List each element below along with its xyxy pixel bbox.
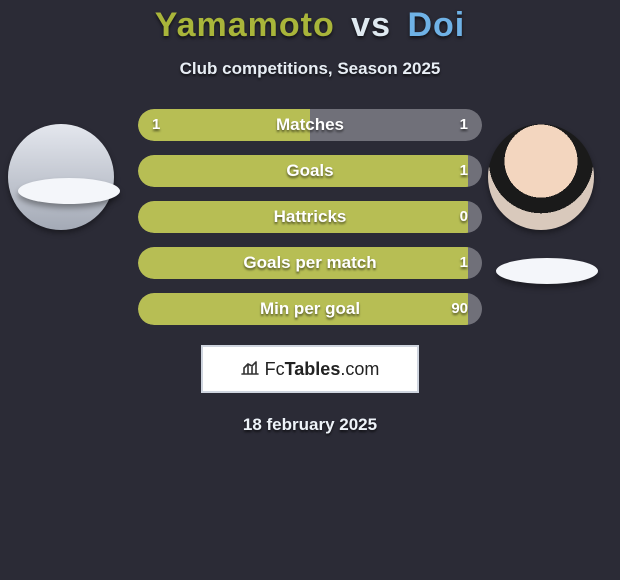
bar-label: Min per goal (138, 293, 482, 325)
logo-text: FcTables.com (265, 359, 380, 380)
avatar-player2 (488, 124, 594, 230)
bar-value-right: 90 (451, 293, 468, 325)
logo-main: Tables (285, 359, 341, 379)
avatar-shadow-player2 (496, 258, 598, 284)
bar-label: Matches (138, 109, 482, 141)
avatar-player1 (8, 124, 114, 230)
bar-label: Hattricks (138, 201, 482, 233)
bar-row: Min per goal90 (138, 293, 482, 325)
logo-prefix: Fc (265, 359, 285, 379)
bar-value-left: 1 (152, 109, 160, 141)
chart-icon (241, 359, 259, 379)
bar-row: Matches1 1 (138, 109, 482, 141)
subtitle: Club competitions, Season 2025 (0, 59, 620, 79)
logo[interactable]: FcTables.com (201, 345, 419, 393)
avatar-shadow-player1 (18, 178, 120, 204)
title-player2: Doi (407, 6, 465, 44)
bar-label: Goals (138, 155, 482, 187)
bar-value-right: 0 (460, 201, 468, 233)
title-player1: Yamamoto (155, 6, 335, 44)
bar-label: Goals per match (138, 247, 482, 279)
bar-value-right: 1 (460, 247, 468, 279)
logo-suffix: .com (340, 359, 379, 379)
bar-row: Hattricks0 (138, 201, 482, 233)
comparison-bars: Matches11Goals1Hattricks0Goals per match… (138, 109, 482, 325)
bar-row: Goals per match1 (138, 247, 482, 279)
page-title: Yamamoto vs Doi (0, 0, 620, 45)
bar-row: Goals1 (138, 155, 482, 187)
title-vs: vs (351, 6, 391, 44)
bar-value-right: 1 (460, 109, 468, 141)
date-label: 18 february 2025 (0, 415, 620, 435)
bar-value-right: 1 (460, 155, 468, 187)
root: Yamamoto vs Doi Club competitions, Seaso… (0, 0, 620, 580)
